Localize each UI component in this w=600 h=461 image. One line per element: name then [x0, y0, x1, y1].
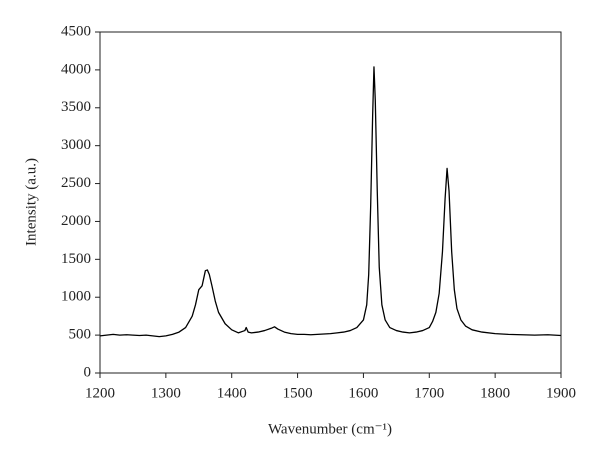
- y-tick-label: 3500: [61, 99, 91, 115]
- x-tick-label: 1300: [151, 385, 181, 401]
- x-tick-label: 1500: [283, 385, 313, 401]
- y-tick-label: 1500: [61, 251, 91, 267]
- y-tick-label: 3000: [61, 137, 91, 153]
- y-tick-label: 500: [69, 327, 92, 343]
- x-tick-label: 1800: [480, 385, 510, 401]
- x-tick-label: 1200: [85, 385, 115, 401]
- x-axis-label: Wavenumber (cm⁻¹): [268, 421, 392, 437]
- y-tick-label: 2000: [61, 213, 91, 229]
- plot-frame: [99, 31, 562, 374]
- y-tick-label: 0: [84, 364, 92, 380]
- x-tick-label: 1700: [414, 385, 444, 401]
- x-tick-label: 1400: [217, 385, 247, 401]
- x-tick-label: 1900: [546, 385, 576, 401]
- y-tick-label: 2500: [61, 175, 91, 191]
- y-tick-label: 4500: [61, 23, 91, 39]
- y-tick-label: 1000: [61, 289, 91, 305]
- y-tick-label: 4000: [61, 61, 91, 77]
- y-axis-label: Intensity (a.u.): [23, 158, 39, 246]
- x-tick-label: 1600: [348, 385, 378, 401]
- spectrum-line: [99, 66, 562, 338]
